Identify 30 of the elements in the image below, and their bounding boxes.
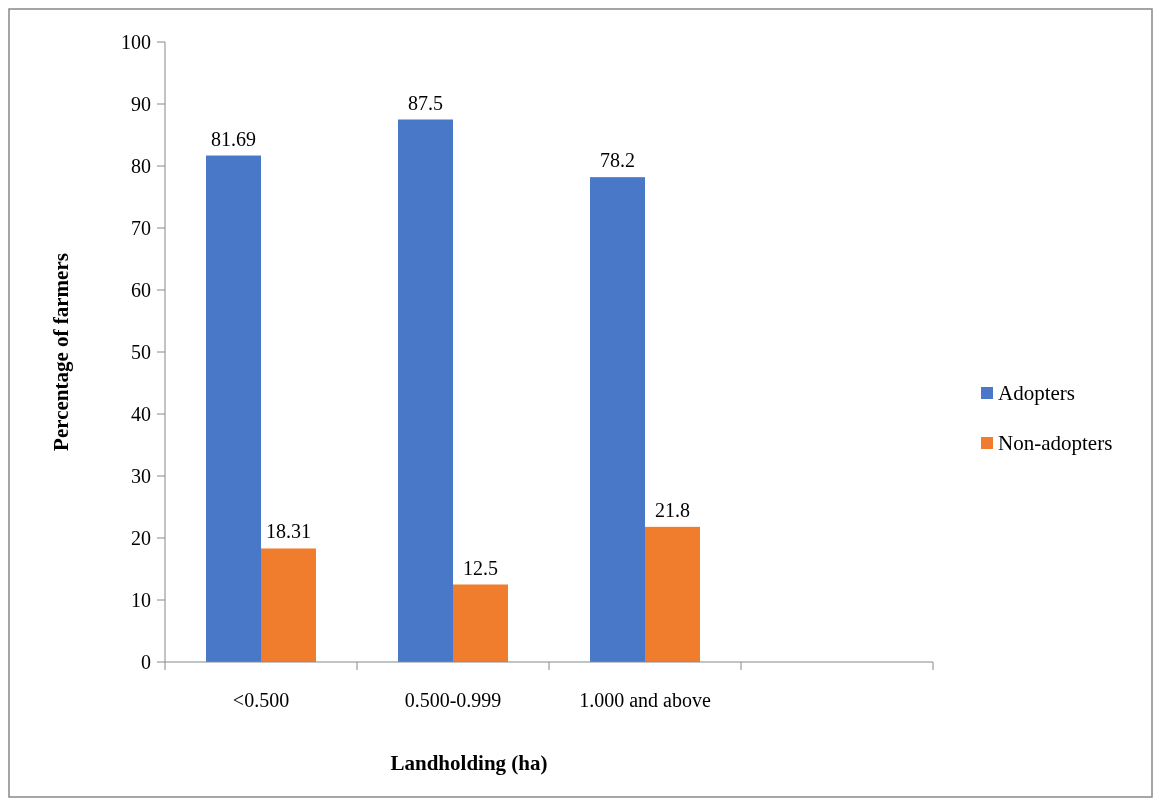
bar [206, 155, 261, 662]
legend-label: Adopters [998, 381, 1075, 406]
data-label: 18.31 [266, 520, 311, 543]
y-tick-label: 90 [131, 93, 151, 115]
y-tick-label: 0 [141, 651, 151, 673]
y-tick-label: 50 [131, 341, 151, 363]
bar [590, 177, 645, 662]
y-tick-label: 100 [121, 31, 151, 53]
y-tick-label: 30 [131, 465, 151, 487]
bar [453, 584, 508, 662]
y-tick-label: 80 [131, 155, 151, 177]
data-label: 87.5 [408, 91, 443, 114]
data-label: 78.2 [600, 149, 635, 172]
data-label: 21.8 [655, 498, 690, 521]
y-tick-label: 10 [131, 589, 151, 611]
x-axis-title: Landholding (ha) [390, 751, 548, 775]
data-label: 81.69 [211, 127, 256, 150]
x-tick-label: <0.500 [232, 689, 290, 711]
legend-label: Non-adopters [998, 431, 1113, 456]
bar [398, 119, 453, 662]
data-label: 12.5 [463, 556, 498, 579]
y-axis-title: Percentage of farmers [49, 253, 73, 451]
y-tick-label: 20 [131, 527, 151, 549]
x-tick-label: 1.000 and above [579, 689, 711, 711]
bar [261, 548, 316, 662]
y-tick-label: 40 [131, 403, 151, 425]
x-tick-label: 0.500-0.999 [404, 689, 502, 711]
bar [645, 526, 700, 662]
y-tick-label: 60 [131, 279, 151, 301]
y-tick-label: 70 [131, 217, 151, 239]
